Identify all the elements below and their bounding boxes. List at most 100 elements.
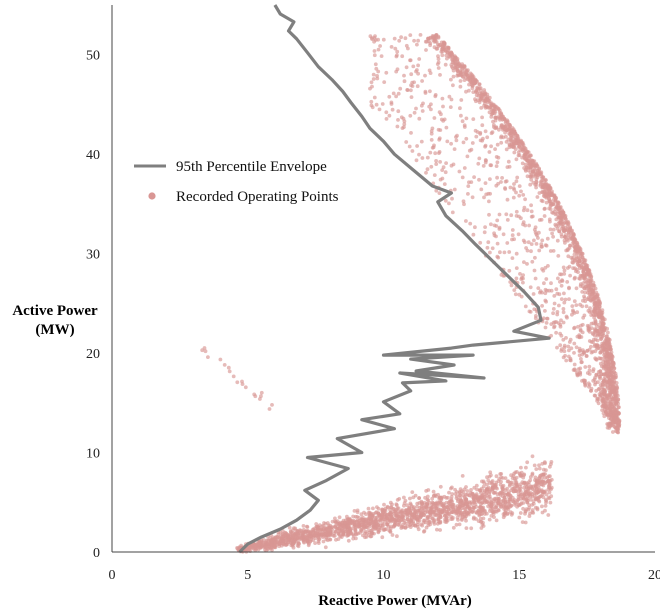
operating-point: [544, 492, 549, 497]
operating-point: [423, 89, 428, 94]
operating-point: [458, 106, 462, 111]
operating-point: [489, 115, 494, 119]
operating-point: [592, 309, 597, 314]
operating-point: [442, 41, 447, 45]
operating-point: [587, 364, 592, 369]
operating-point: [516, 139, 521, 144]
operating-point: [458, 84, 463, 89]
operating-point: [427, 519, 432, 524]
operating-point: [523, 520, 528, 525]
operating-point: [613, 407, 618, 412]
operating-point: [409, 88, 413, 93]
operating-point: [557, 229, 562, 234]
operating-point: [520, 155, 524, 160]
operating-point: [380, 535, 385, 540]
operating-point: [346, 538, 351, 543]
operating-point: [480, 123, 485, 128]
operating-point: [287, 535, 291, 539]
operating-point: [486, 191, 491, 196]
y-tick-label: 20: [86, 347, 100, 362]
operating-point: [438, 128, 443, 133]
operating-point: [606, 369, 611, 374]
scatter-series: [200, 33, 622, 554]
operating-point: [578, 277, 582, 281]
operating-point: [559, 283, 564, 288]
operating-point: [487, 106, 492, 110]
operating-point: [473, 128, 478, 133]
operating-point: [419, 139, 424, 144]
operating-point: [330, 527, 334, 532]
operating-point: [393, 520, 398, 525]
operating-point: [467, 88, 471, 93]
operating-point: [460, 474, 465, 478]
operating-point: [546, 513, 551, 517]
operating-point: [535, 233, 539, 238]
operating-point: [511, 489, 516, 494]
operating-point: [359, 512, 364, 517]
operating-point: [449, 77, 453, 82]
operating-point: [593, 375, 597, 380]
operating-point: [541, 483, 546, 488]
operating-point: [467, 180, 471, 185]
operating-point: [479, 106, 484, 110]
operating-point: [434, 46, 439, 51]
operating-point: [444, 161, 448, 166]
operating-point: [568, 273, 572, 278]
operating-point: [445, 139, 450, 144]
operating-point: [290, 528, 295, 533]
operating-point: [330, 525, 334, 529]
operating-point: [523, 509, 528, 514]
operating-point: [548, 249, 553, 253]
operating-point: [455, 133, 459, 138]
operating-point: [594, 372, 599, 377]
operating-point: [455, 504, 460, 508]
operating-point: [444, 509, 449, 514]
operating-point: [532, 227, 537, 232]
operating-point: [514, 190, 518, 195]
operating-point: [540, 238, 545, 243]
operating-point: [586, 288, 591, 293]
operating-point: [437, 191, 442, 196]
operating-point: [540, 461, 545, 466]
operating-point: [517, 184, 522, 189]
operating-point: [404, 508, 408, 513]
operating-point: [580, 255, 585, 260]
operating-point: [462, 123, 467, 128]
operating-point: [519, 189, 523, 194]
operating-point: [494, 518, 499, 523]
operating-point: [521, 208, 526, 213]
operating-point: [404, 65, 409, 70]
operating-point: [600, 341, 605, 346]
operating-point: [400, 523, 405, 527]
operating-point: [328, 532, 332, 536]
operating-point: [551, 311, 555, 316]
operating-point: [555, 238, 560, 243]
operating-point: [587, 330, 592, 334]
operating-point: [577, 258, 582, 263]
operating-point: [409, 95, 414, 99]
operating-point: [609, 366, 613, 371]
operating-point: [605, 341, 610, 346]
operating-point: [425, 502, 430, 507]
operating-point: [434, 162, 439, 167]
operating-point: [598, 319, 603, 324]
operating-point: [595, 397, 600, 401]
operating-point: [562, 238, 567, 243]
operating-point: [369, 99, 374, 104]
operating-point: [450, 509, 455, 514]
operating-point: [534, 489, 538, 494]
operating-point: [527, 156, 531, 161]
operating-point: [601, 379, 606, 384]
operating-point: [572, 245, 577, 249]
operating-point: [450, 492, 455, 496]
operating-point: [481, 493, 486, 497]
operating-point: [434, 508, 439, 513]
operating-point: [476, 94, 481, 98]
operating-point: [409, 83, 413, 88]
operating-point: [294, 528, 299, 533]
operating-point: [572, 351, 576, 355]
operating-point: [395, 124, 400, 129]
operating-point: [302, 536, 307, 541]
operating-point: [471, 516, 476, 521]
operating-point: [529, 242, 534, 247]
